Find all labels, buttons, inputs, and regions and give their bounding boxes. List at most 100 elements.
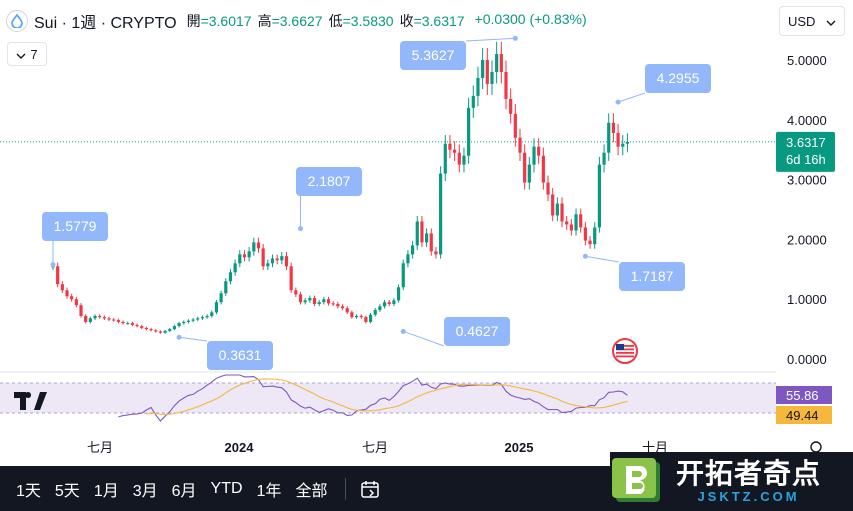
rsi-value-tag (776, 386, 832, 404)
candle (289, 266, 293, 291)
candle (112, 319, 116, 321)
candle (509, 98, 513, 114)
low-value: =3.5830 (342, 13, 394, 29)
rsi-line (118, 374, 628, 422)
candle (340, 306, 345, 309)
candle (551, 194, 555, 216)
candle (182, 321, 186, 324)
callout-label: 5.3627 (412, 47, 455, 63)
currency-label: USD (788, 13, 816, 29)
toolbar-divider (345, 477, 347, 500)
candle (158, 331, 163, 333)
open-label: 開 (186, 13, 201, 29)
range-1m-button[interactable]: 1月 (93, 482, 119, 500)
flag-stripe (616, 355, 634, 358)
candle (270, 258, 275, 264)
candle (537, 146, 541, 156)
candle (331, 303, 335, 305)
candle (625, 141, 630, 144)
low-label: 低 (328, 13, 343, 29)
rsi-value: 55.86 (786, 388, 819, 403)
callout-dot (582, 253, 588, 259)
callout-label: 0.3631 (219, 347, 262, 363)
price-tick-label: 5.0000 (787, 53, 827, 68)
callout-dot (615, 99, 621, 105)
candle (448, 143, 452, 150)
high-value: =3.6627 (271, 13, 323, 29)
chevron-down-icon (826, 14, 836, 29)
range-all-button[interactable]: 全部 (295, 482, 328, 500)
callout-connector (465, 37, 516, 42)
rsi-ma-value: 49.44 (786, 408, 819, 423)
callout-connector (617, 92, 646, 103)
candle (588, 240, 592, 245)
callout-connector (179, 336, 208, 342)
symbol-title[interactable]: Sui · 1週 · CRYPTO (34, 15, 177, 32)
candle (415, 221, 419, 246)
candle (611, 122, 615, 133)
range-5d-button[interactable]: 5天 (54, 482, 80, 500)
range-6m-button[interactable]: 6月 (171, 482, 197, 500)
candle (481, 60, 485, 78)
indicators-toggle-button[interactable]: 7 (7, 42, 47, 66)
candle (172, 326, 177, 330)
range-3m-button[interactable]: 3月 (132, 482, 158, 500)
range-1d-button[interactable]: 1天 (16, 482, 41, 500)
candle (476, 77, 480, 96)
candle (56, 266, 60, 285)
candle (607, 122, 611, 153)
candle (420, 221, 424, 243)
candle (555, 203, 559, 216)
flag-canton (616, 344, 624, 350)
watermark-b-icon (610, 456, 668, 506)
calendar-goto-date-icon[interactable] (358, 477, 382, 501)
price-tick-label: 2.0000 (787, 232, 827, 247)
candles-group (51, 41, 630, 334)
open-value: =3.6017 (200, 13, 252, 29)
candle (429, 233, 433, 252)
candle (149, 329, 153, 331)
candle (154, 330, 158, 332)
candle (102, 317, 106, 319)
callout-box (645, 64, 711, 93)
candle (490, 71, 494, 84)
candle (569, 224, 573, 231)
candle (368, 314, 373, 322)
candle (541, 155, 545, 183)
range-ytd-button[interactable]: YTD (210, 479, 243, 497)
candle (238, 254, 242, 264)
candle (256, 242, 261, 249)
candle (396, 287, 401, 301)
callout-box (400, 41, 466, 70)
candle (191, 319, 195, 321)
current-price-tag (776, 131, 835, 172)
time-tick-label: 十月 (642, 440, 668, 455)
candle (410, 245, 415, 255)
candle (308, 298, 312, 301)
candle (495, 54, 499, 72)
currency-select[interactable]: USD (779, 6, 845, 36)
candle (462, 155, 466, 165)
candle (98, 315, 102, 318)
candle (84, 315, 88, 322)
callout-dot (50, 262, 56, 268)
candle (364, 317, 368, 322)
callout-box (444, 317, 510, 346)
callout-dot (400, 328, 406, 334)
candle (532, 146, 536, 165)
range-1y-button[interactable]: 1年 (256, 482, 282, 500)
chart-canvas[interactable]: 1.5779 0.3631 2.1807 0.4627 5.3627 1.7187 4.29… (0, 0, 853, 466)
close-value: =3.6317 (413, 13, 465, 29)
flag-stripe (616, 345, 634, 347)
time-tick-label: 七月 (87, 440, 113, 455)
candle (504, 71, 508, 99)
candle (177, 323, 181, 327)
rsi-ma-line (146, 378, 628, 415)
callout-box (42, 212, 108, 241)
time-tick-label: 七月 (362, 440, 388, 455)
candle (350, 312, 354, 318)
candle (467, 107, 471, 156)
candle (275, 258, 279, 261)
candle (471, 95, 475, 108)
candle (439, 173, 443, 255)
